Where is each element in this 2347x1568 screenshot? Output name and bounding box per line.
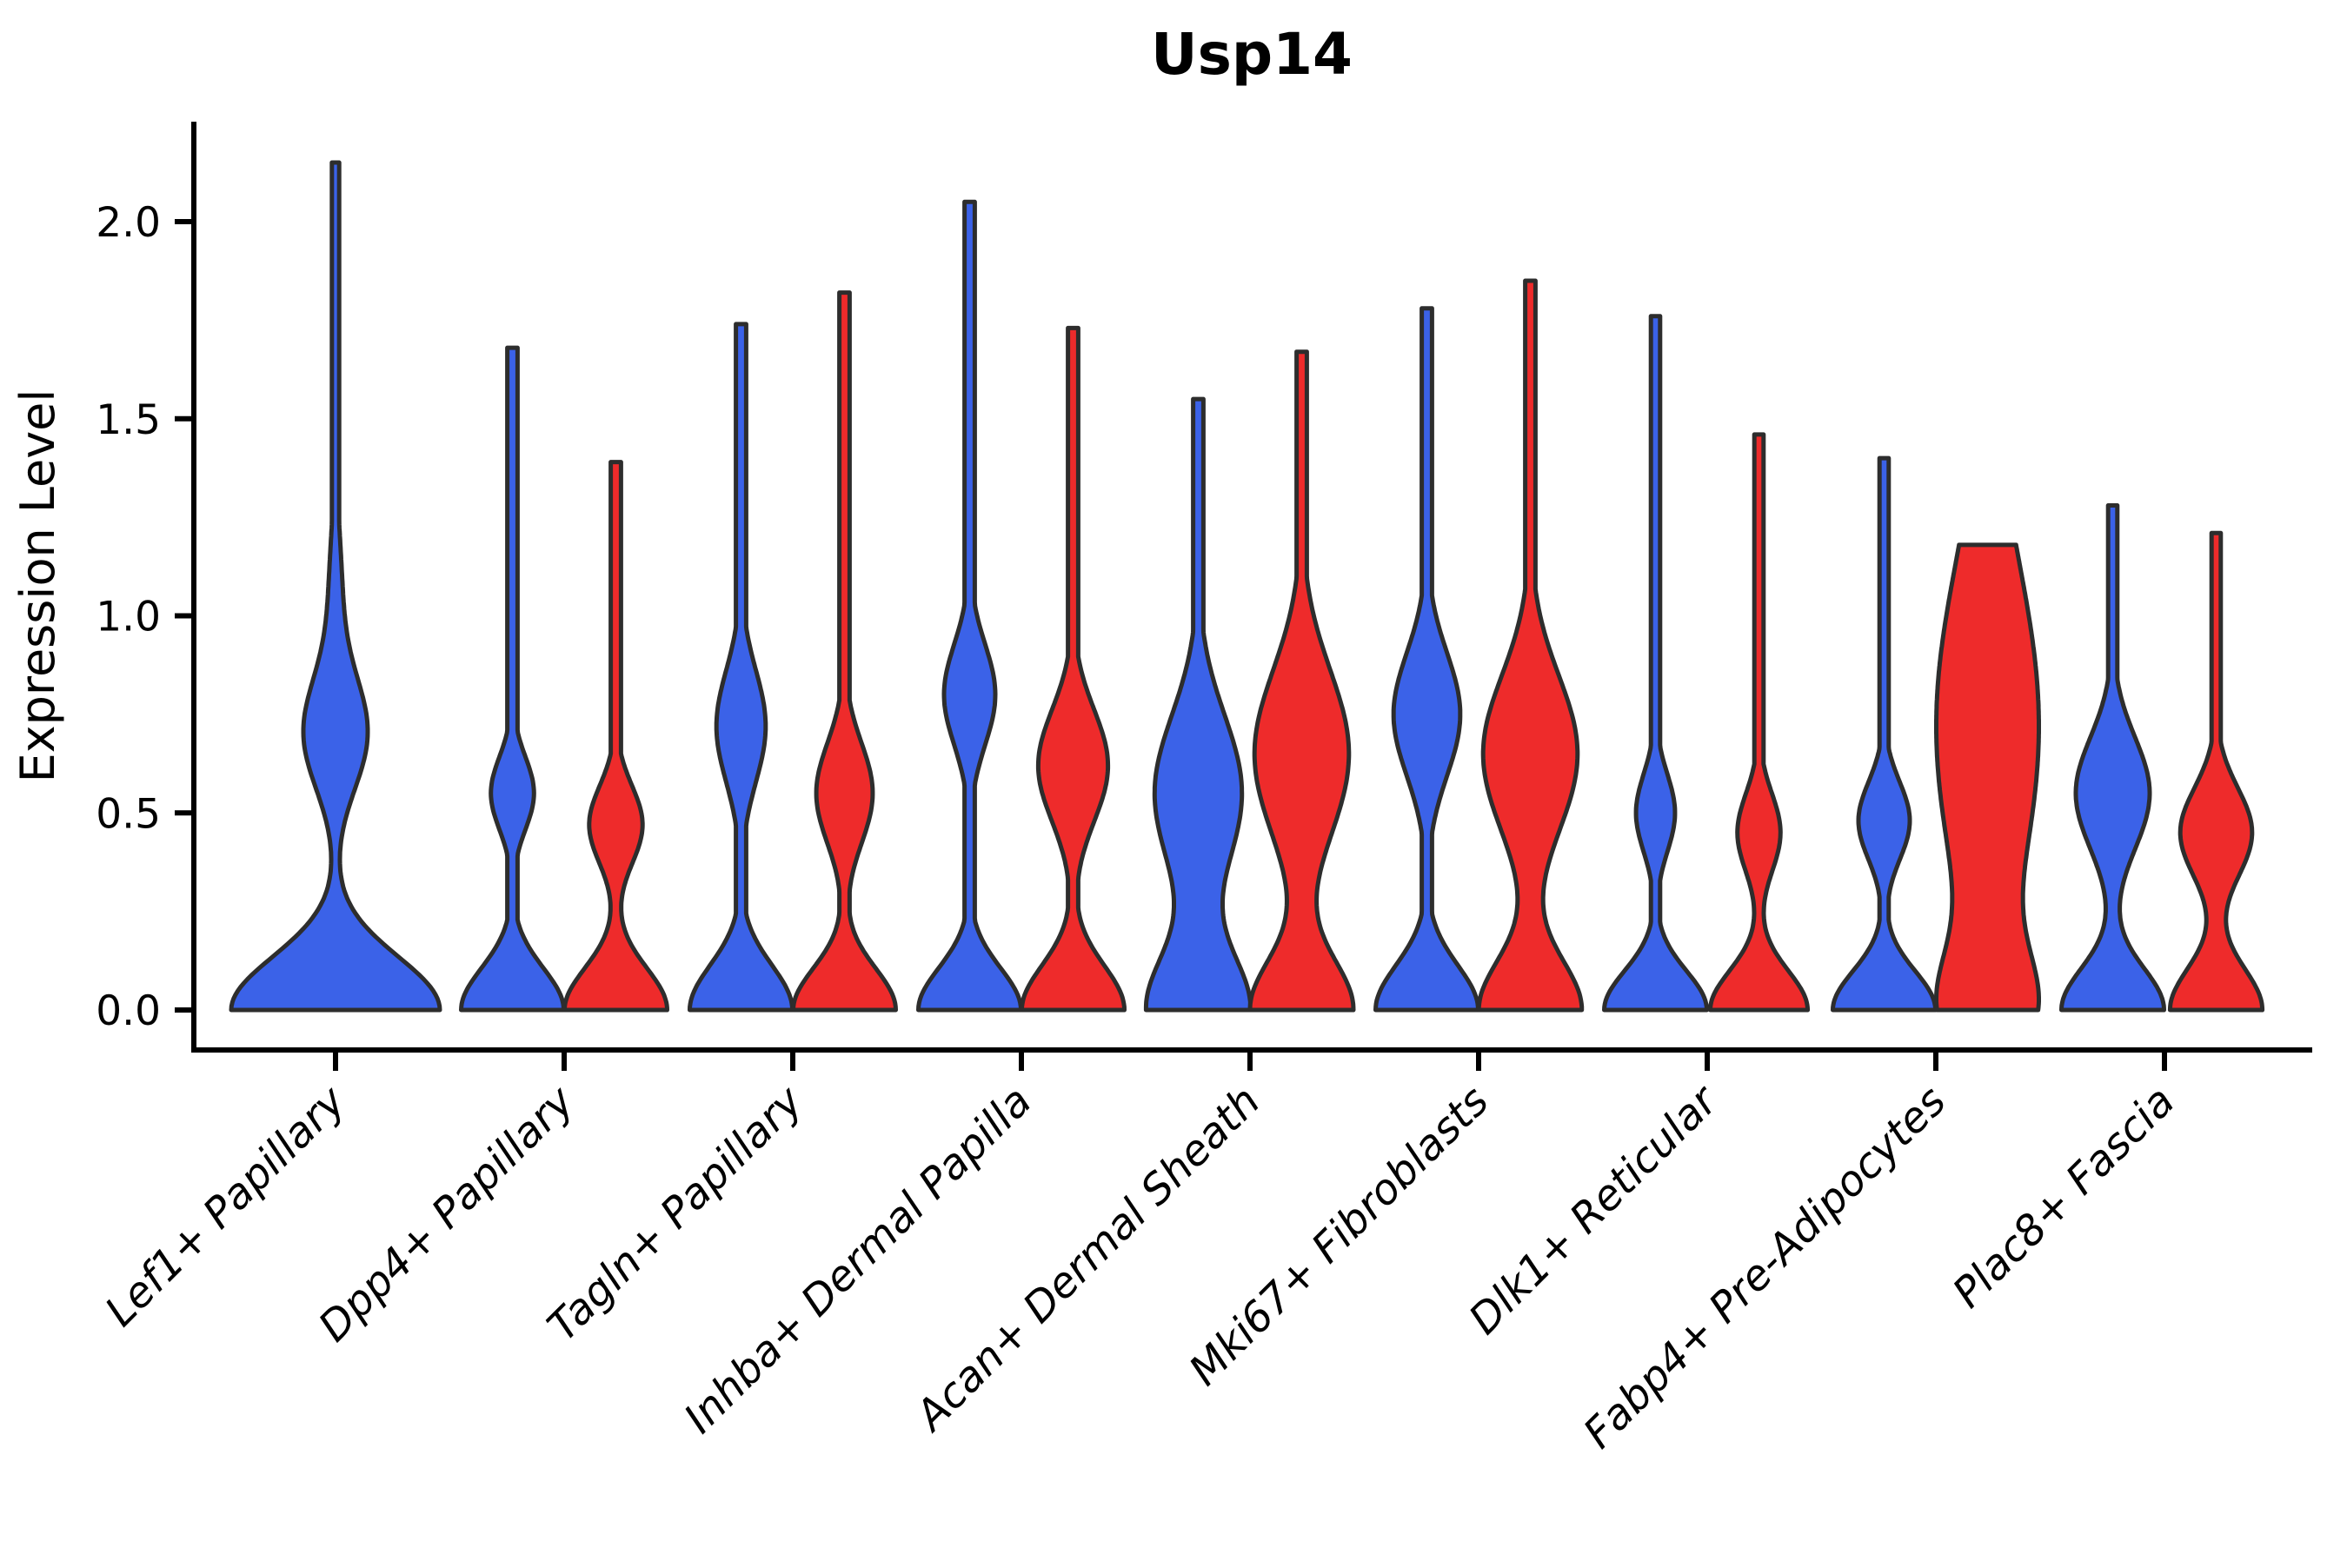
violin-blue bbox=[688, 322, 795, 1013]
violin-red bbox=[1934, 542, 2041, 1013]
violin-red bbox=[562, 460, 669, 1013]
violin-red bbox=[1476, 278, 1585, 1013]
y-tick-label: 1.0 bbox=[96, 594, 161, 641]
violin-blue bbox=[2059, 503, 2166, 1013]
violin-red bbox=[1247, 349, 1356, 1013]
y-tick-label: 0.5 bbox=[96, 790, 161, 838]
violin-blue bbox=[1831, 455, 1938, 1013]
y-axis-label: Expression Level bbox=[10, 389, 65, 783]
y-tick-label: 2.0 bbox=[96, 199, 161, 247]
violin-blue bbox=[229, 160, 442, 1013]
violins-group bbox=[229, 160, 2265, 1013]
violin-blue bbox=[459, 345, 566, 1013]
violin-blue bbox=[1373, 306, 1480, 1013]
violin-blue bbox=[1143, 396, 1253, 1013]
violin-blue bbox=[916, 199, 1023, 1013]
y-tick-label: 1.5 bbox=[96, 396, 161, 444]
page-title: Usp14 bbox=[1151, 21, 1353, 88]
x-tick-label: Tagln+ Papillary bbox=[538, 1076, 813, 1351]
violin-blue bbox=[1602, 314, 1709, 1013]
violin-red bbox=[2167, 530, 2265, 1013]
x-tick-label: Dpp4+ Papillary bbox=[309, 1076, 584, 1351]
x-tick-label: Lef1+ Papillary bbox=[96, 1076, 356, 1336]
violin-red bbox=[791, 290, 898, 1013]
x-tick-label: Fabp4+ Pre-Adipocytes bbox=[1574, 1077, 1956, 1458]
violin-red bbox=[1020, 325, 1127, 1013]
violin-red bbox=[1707, 432, 1811, 1013]
x-tick-label: Dlk1+ Reticular bbox=[1459, 1075, 1729, 1345]
y-tick-label: 0.0 bbox=[96, 987, 161, 1035]
x-tick-label: Plac8+ Fascia bbox=[1944, 1077, 2184, 1318]
